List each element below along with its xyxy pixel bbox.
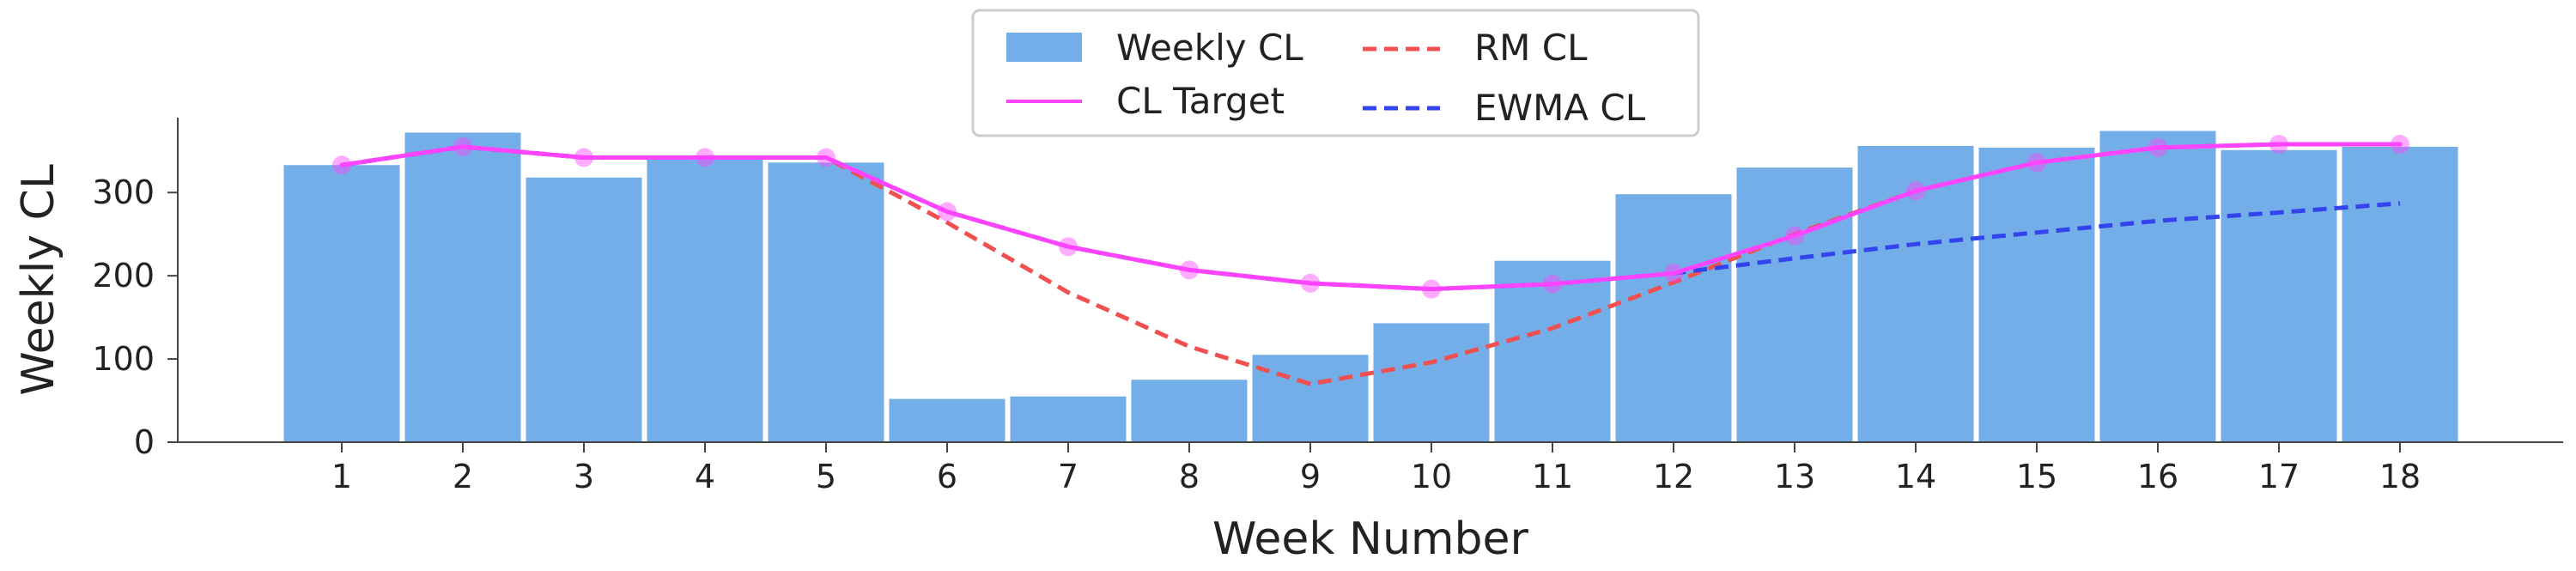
- cl-target-point-week-5: [817, 148, 835, 167]
- legend-swatch-weekly-cl: [1006, 33, 1082, 62]
- legend: Weekly CL CL Target RM CL EWMA CL: [971, 9, 1700, 137]
- cl-target-point-week-17: [2269, 135, 2288, 155]
- bar-week-2: [404, 132, 521, 442]
- bar-week-15: [1978, 147, 2095, 442]
- cl-target-point-week-8: [1180, 260, 1199, 280]
- y-tick-label-100: 100: [92, 340, 155, 378]
- bar-week-16: [2099, 131, 2216, 442]
- legend-label-weekly-cl: Weekly CL: [1116, 27, 1303, 69]
- cl-target-point-week-15: [2027, 153, 2046, 173]
- bar-week-8: [1131, 380, 1248, 442]
- cl-target-point-week-18: [2391, 135, 2409, 155]
- bar-week-18: [2342, 146, 2458, 442]
- cl-target-point-week-6: [938, 202, 957, 222]
- axes: [177, 118, 2563, 443]
- x-tick-label-6: 6: [937, 458, 957, 495]
- x-tick-label-12: 12: [1653, 458, 1694, 495]
- bar-week-3: [526, 177, 642, 443]
- bar-week-10: [1373, 323, 1490, 442]
- bar-week-12: [1615, 194, 1732, 442]
- cl-target-point-week-7: [1059, 237, 1078, 257]
- x-tick-label-9: 9: [1300, 458, 1321, 495]
- x-tick-label-5: 5: [816, 458, 836, 495]
- y-axis-label: Weekly CL: [13, 164, 64, 396]
- x-tick-label-16: 16: [2137, 458, 2178, 495]
- x-ticks: 1 2 3 4 5 6 7 8 9 10 11 12 13 14 15 16 17 18: [331, 442, 2421, 495]
- x-tick-label-13: 13: [1774, 458, 1815, 495]
- x-tick-label-7: 7: [1058, 458, 1078, 495]
- x-tick-label-1: 1: [331, 458, 352, 495]
- legend-label-ewma-cl: EWMA CL: [1474, 87, 1646, 129]
- bar-week-14: [1857, 145, 1974, 442]
- cl-target-point-week-12: [1664, 264, 1683, 283]
- cl-target-point-week-10: [1422, 279, 1441, 299]
- bar-week-7: [1010, 396, 1127, 442]
- cl-target-point-week-2: [453, 137, 472, 156]
- x-tick-label-17: 17: [2258, 458, 2300, 495]
- bar-week-1: [283, 165, 400, 442]
- x-tick-label-3: 3: [574, 458, 594, 495]
- x-tick-label-15: 15: [2016, 458, 2057, 495]
- lines-layer: [332, 135, 2409, 386]
- bar-week-17: [2221, 149, 2337, 443]
- cl-target-point-week-3: [574, 148, 593, 167]
- x-tick-label-2: 2: [453, 458, 473, 495]
- x-tick-label-10: 10: [1411, 458, 1452, 495]
- y-tick-label-300: 300: [92, 173, 155, 211]
- legend-label-rm-cl: RM CL: [1474, 27, 1588, 69]
- bar-week-11: [1494, 260, 1611, 442]
- legend-box: [971, 9, 1700, 137]
- bar-week-5: [768, 162, 884, 443]
- cl-target-point-week-14: [1906, 181, 1925, 201]
- cl-target-point-week-11: [1543, 274, 1562, 294]
- bar-week-9: [1252, 355, 1369, 442]
- x-tick-label-11: 11: [1532, 458, 1573, 495]
- cl-target-point-week-13: [1785, 226, 1804, 246]
- y-tick-label-0: 0: [134, 423, 155, 461]
- cl-target-point-week-16: [2148, 137, 2167, 157]
- legend-label-cl-target: CL Target: [1116, 80, 1285, 122]
- x-tick-label-8: 8: [1179, 458, 1200, 495]
- x-axis-label: Week Number: [1212, 513, 1529, 565]
- cl-target-point-week-1: [332, 155, 351, 175]
- x-tick-label-14: 14: [1895, 458, 1936, 495]
- y-ticks: 0 100 200 300: [92, 173, 178, 461]
- bar-week-4: [647, 156, 763, 443]
- series-line-cl-target: [339, 142, 2403, 292]
- bar-week-6: [889, 398, 1005, 442]
- bars-layer: [283, 131, 2458, 443]
- y-tick-label-200: 200: [92, 257, 155, 295]
- x-tick-label-18: 18: [2379, 458, 2421, 495]
- bar-week-13: [1736, 167, 1853, 442]
- x-tick-label-4: 4: [695, 458, 715, 495]
- cl-target-point-week-4: [696, 148, 714, 167]
- cl-target-point-week-9: [1301, 273, 1320, 293]
